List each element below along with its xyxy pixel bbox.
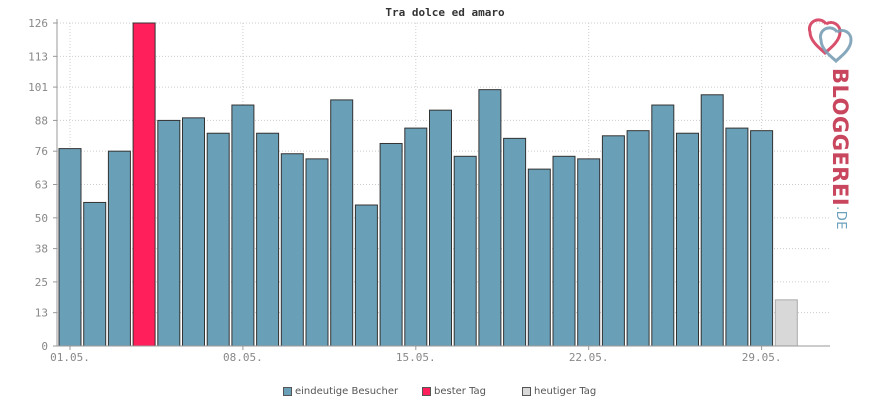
bar-14.05. [379, 142, 403, 347]
bar-05.05. [157, 119, 181, 347]
bar-09.05. [256, 132, 280, 347]
y-tick-label: 113 [28, 50, 48, 63]
bar-15.05. [404, 127, 428, 347]
bars [58, 22, 798, 347]
bar-07.05. [206, 132, 230, 347]
y-tick-label: 38 [35, 243, 48, 256]
bar-21.05. [552, 155, 576, 347]
y-tick-label: 13 [35, 307, 48, 320]
bar-30.05. [774, 299, 798, 347]
y-tick-label: 0 [41, 340, 48, 353]
x-axis-ticks: 01.05. 08.05. 15.05. 22.05. 29.05. [50, 346, 781, 364]
bar-03.05. [107, 150, 131, 347]
bar-27.05. [700, 94, 724, 347]
x-tick-label: 29.05. [742, 351, 782, 364]
chart-title: Tra dolce ed amaro [385, 6, 505, 19]
legend-swatch-today [522, 387, 531, 396]
bar-26.05. [676, 132, 699, 347]
bar-25.05. [651, 104, 675, 347]
bar-28.05. [725, 127, 749, 347]
bar-02.05. [83, 201, 107, 347]
legend: eindeutige Besucher bester Tag heutiger … [0, 386, 870, 400]
bar-01.05. [58, 148, 82, 347]
bar-29.05. [750, 130, 774, 347]
x-tick-label: 01.05. [50, 351, 90, 364]
logo-tld: .DE [833, 206, 848, 230]
legend-swatch-visitors [283, 387, 292, 396]
bloggerei-logo[interactable] [806, 18, 866, 218]
x-tick-label: 22.05. [569, 351, 609, 364]
logo-brand: BLOGGEREI [828, 68, 852, 207]
bar-13.05. [354, 204, 378, 347]
bar-18.05. [478, 89, 502, 347]
bar-17.05. [453, 155, 477, 347]
bar-08.05. [231, 104, 255, 347]
bar-23.05. [601, 135, 625, 347]
bar-20.05. [527, 168, 551, 347]
y-tick-label: 76 [35, 145, 48, 158]
bar-24.05. [626, 130, 650, 347]
bar-11.05. [305, 158, 329, 347]
y-tick-label: 25 [35, 276, 48, 289]
y-tick-label: 63 [35, 179, 48, 192]
y-axis-ticks: 0 13 25 38 50 63 76 88 101 113 126 [28, 17, 57, 353]
axes [56, 19, 830, 347]
bloggerei-wordmark[interactable]: BLOGGEREI.DE [812, 68, 852, 230]
legend-label-best-day: bester Tag [434, 386, 487, 397]
bar-22.05. [577, 158, 601, 347]
bar-19.05. [503, 137, 527, 347]
bar-10.05. [280, 153, 304, 347]
y-tick-label: 88 [35, 114, 48, 127]
bloggerei-heart-icon [807, 18, 853, 64]
y-tick-label: 50 [35, 212, 48, 225]
x-tick-label: 15.05. [396, 351, 436, 364]
bar-06.05. [182, 117, 205, 347]
bar-04.05. [132, 22, 156, 347]
bar-12.05. [330, 99, 354, 347]
legend-item-visitors: eindeutige Besucher [283, 386, 398, 397]
legend-label-today: heutiger Tag [534, 386, 597, 397]
x-tick-label: 08.05. [223, 351, 263, 364]
y-tick-label: 126 [28, 17, 48, 30]
bar-16.05. [429, 109, 452, 347]
legend-swatch-best-day [422, 387, 431, 396]
legend-item-today: heutiger Tag [522, 386, 596, 397]
legend-item-best-day: bester Tag [422, 386, 486, 397]
y-tick-label: 101 [28, 81, 48, 94]
legend-label-visitors: eindeutige Besucher [295, 386, 399, 397]
